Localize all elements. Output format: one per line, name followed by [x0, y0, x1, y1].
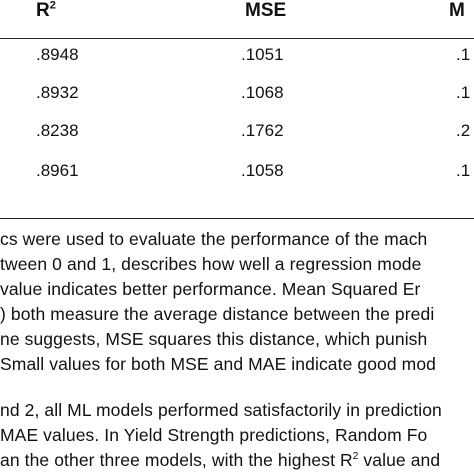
table-row: .8948 .1051 .1 [0, 45, 474, 69]
cell-r2: .8948 [36, 45, 79, 64]
cell-mse: .1068 [241, 83, 284, 102]
cell-r2: .8961 [36, 161, 79, 180]
paragraph-line: cs were used to evaluate the performance… [0, 229, 428, 249]
table-row: .8932 .1068 .1 [0, 83, 474, 107]
paragraph-line: tween 0 and 1, describes how well a regr… [0, 254, 422, 274]
paragraph-line: Small values for both MSE and MAE indica… [0, 354, 437, 374]
cell-mse: .1762 [241, 121, 284, 140]
paragraph-line: ne suggests, MSE squares this distance, … [0, 329, 428, 349]
cell-mse: .1051 [241, 45, 284, 64]
table-row: .8238 .1762 .2 [0, 121, 474, 145]
table-top-rule [0, 38, 474, 39]
paragraph-line: value indicates better performance. Mean… [0, 279, 421, 299]
cell-mae: .1 [456, 161, 471, 180]
table-bottom-rule [0, 218, 474, 219]
paragraph-line-last: an the other three models, with the high… [0, 450, 441, 470]
header-mae: M [449, 0, 465, 21]
cell-mae: .1 [456, 83, 471, 102]
paragraph-line: nd 2, all ML models performed satisfacto… [0, 400, 442, 420]
cell-mae: .2 [456, 121, 471, 140]
paragraph-line: ) both measure the average distance betw… [0, 304, 435, 324]
cell-mse: .1058 [241, 161, 284, 180]
r2-superscript: 2 [352, 451, 359, 463]
cell-r2: .8238 [36, 121, 79, 140]
table-row: .8961 .1058 .1 [0, 161, 474, 185]
cell-r2: .8932 [36, 83, 79, 102]
table-header-row: R2 MSE M [0, 0, 474, 34]
r2-superscript: 2 [49, 0, 56, 12]
cell-mae: .1 [456, 45, 471, 64]
header-r2: R2 [36, 0, 56, 21]
paragraph-line: MAE values. In Yield Strength prediction… [0, 425, 428, 445]
header-mse: MSE [245, 0, 287, 21]
